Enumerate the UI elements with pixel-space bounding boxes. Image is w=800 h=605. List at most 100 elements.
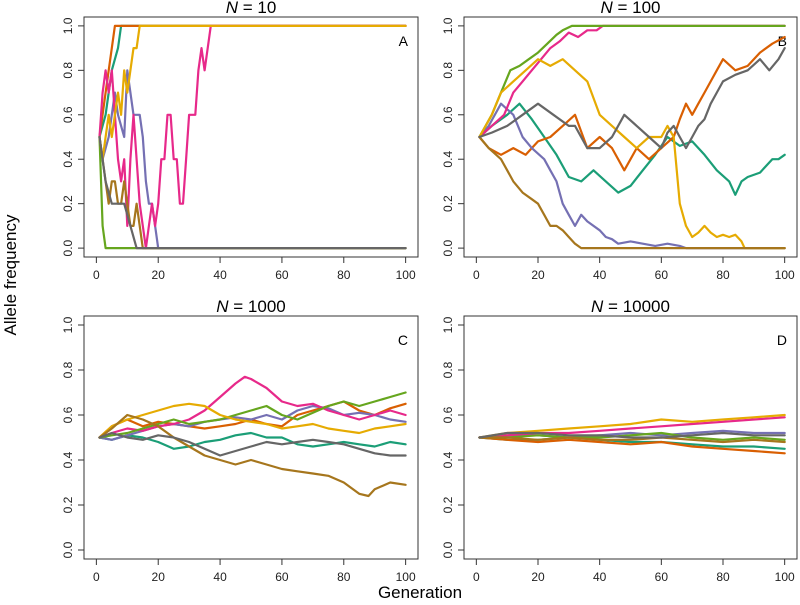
series-line-green <box>478 102 786 196</box>
series-line-orange <box>478 436 786 455</box>
series-line-brown <box>98 413 407 498</box>
panel-b-frame <box>463 16 798 258</box>
x-tick-label: 80 <box>337 268 351 282</box>
y-tick-label: 1.0 <box>441 316 455 333</box>
y-tick-label: 0.6 <box>441 406 455 423</box>
series-line-gray <box>478 431 786 439</box>
x-tick-label: 20 <box>531 268 545 282</box>
panel-b-x-axis: 0 20 40 60 80 100 <box>473 257 795 282</box>
y-tick-label: 0.6 <box>61 106 75 123</box>
panel-a: 0 20 40 60 80 100 0.0 0.2 0.4 0.6 0.8 1.0 N = 10 A <box>61 0 419 282</box>
panel-a-title: N = 10 <box>226 0 277 17</box>
x-tick-label: 0 <box>93 268 100 282</box>
y-tick-label: 1.0 <box>61 17 75 34</box>
panel-a-frame <box>83 16 419 258</box>
series-line-purple <box>98 69 407 250</box>
series-line-pink <box>98 375 407 439</box>
panel-a-x-axis: 0 20 40 60 80 100 <box>93 257 416 282</box>
series-line-lightgreen <box>98 391 407 439</box>
y-axis-label: Allele frequency <box>1 214 20 335</box>
x-tick-label: 20 <box>152 570 166 584</box>
series-line-brown <box>478 436 786 444</box>
series-line-lightgreen <box>98 135 407 250</box>
series-line-gold <box>478 413 786 439</box>
x-tick-label: 0 <box>93 570 100 584</box>
x-tick-label: 40 <box>213 570 227 584</box>
series-line-gray <box>98 431 407 457</box>
panel-d: 0 20 40 60 80 100 0.0 0.2 0.4 0.6 0.8 1.0 N = 10000 D <box>441 297 798 584</box>
panel-d-letter: D <box>777 332 787 348</box>
x-tick-label: 60 <box>655 570 669 584</box>
y-tick-label: 0.6 <box>61 406 75 423</box>
y-tick-label: 0.4 <box>61 451 75 468</box>
series-line-purple <box>478 102 786 250</box>
y-tick-label: 0.4 <box>441 451 455 468</box>
x-tick-label: 40 <box>593 570 607 584</box>
x-axis-label: Generation <box>378 583 462 602</box>
series-line-gray <box>478 47 786 150</box>
panel-c-series <box>98 375 407 498</box>
y-tick-label: 0.2 <box>441 496 455 513</box>
series-line-gold <box>98 402 407 439</box>
x-tick-label: 0 <box>473 570 480 584</box>
title-n-symbol: N <box>216 297 229 316</box>
x-tick-label: 80 <box>716 268 730 282</box>
title-n-value: 10 <box>257 0 276 17</box>
title-n-symbol: N <box>226 0 239 17</box>
x-tick-label: 20 <box>531 570 545 584</box>
x-tick-label: 40 <box>213 268 227 282</box>
y-tick-label: 0.0 <box>61 541 75 558</box>
panel-c: 0 20 40 60 80 100 0.0 0.2 0.4 0.6 0.8 1.0 N = 1000 C <box>61 297 419 584</box>
panel-b-y-axis: 0.0 0.2 0.4 0.6 0.8 1.0 <box>441 17 464 256</box>
x-tick-label: 20 <box>152 268 166 282</box>
x-tick-label: 0 <box>473 268 480 282</box>
y-tick-label: 0.8 <box>61 62 75 79</box>
x-tick-label: 60 <box>655 268 669 282</box>
x-tick-label: 100 <box>775 570 795 584</box>
panel-c-y-axis: 0.0 0.2 0.4 0.6 0.8 1.0 <box>61 316 84 558</box>
y-tick-label: 0.2 <box>61 496 75 513</box>
panel-a-series <box>98 24 407 250</box>
panel-d-x-axis: 0 20 40 60 80 100 <box>473 559 795 584</box>
y-tick-label: 0.8 <box>61 361 75 378</box>
y-tick-label: 1.0 <box>61 316 75 333</box>
x-tick-label: 80 <box>337 570 351 584</box>
y-tick-label: 0.6 <box>441 106 455 123</box>
series-line-brown <box>478 135 786 250</box>
x-tick-label: 60 <box>275 268 289 282</box>
series-line-orange <box>98 24 407 139</box>
panel-b-series <box>478 24 786 250</box>
series-line-gray <box>98 135 407 250</box>
x-tick-label: 100 <box>775 268 795 282</box>
x-tick-label: 100 <box>396 268 416 282</box>
title-n-symbol: N <box>600 0 613 17</box>
title-n-symbol: N <box>591 297 604 316</box>
y-tick-label: 0.8 <box>441 361 455 378</box>
series-line-pink <box>98 24 407 250</box>
x-tick-label: 60 <box>275 570 289 584</box>
y-tick-label: 0.8 <box>441 62 455 79</box>
panel-c-letter: C <box>398 332 408 348</box>
y-tick-label: 0.0 <box>441 541 455 558</box>
panel-b: 0 20 40 60 80 100 0.0 0.2 0.4 0.6 0.8 1.0 N = 100 B <box>441 0 798 282</box>
series-line-lightgreen <box>478 431 786 441</box>
panel-b-letter: B <box>778 33 787 49</box>
panel-d-series <box>478 413 786 455</box>
series-line-brown <box>98 135 407 250</box>
title-equals: = <box>603 297 622 316</box>
panel-c-frame <box>83 315 419 560</box>
series-line-pink <box>478 24 786 139</box>
panel-c-title: N = 1000 <box>216 297 285 316</box>
title-equals: = <box>229 297 248 316</box>
series-line-gold <box>478 58 786 250</box>
panel-c-x-axis: 0 20 40 60 80 100 <box>93 559 416 584</box>
panel-a-y-axis: 0.0 0.2 0.4 0.6 0.8 1.0 <box>61 17 84 256</box>
y-tick-label: 0.0 <box>441 239 455 256</box>
x-tick-label: 100 <box>396 570 416 584</box>
title-n-value: 10000 <box>623 297 670 316</box>
panel-d-title: N = 10000 <box>591 297 670 316</box>
title-n-value: 100 <box>632 0 660 17</box>
x-tick-label: 80 <box>716 570 730 584</box>
